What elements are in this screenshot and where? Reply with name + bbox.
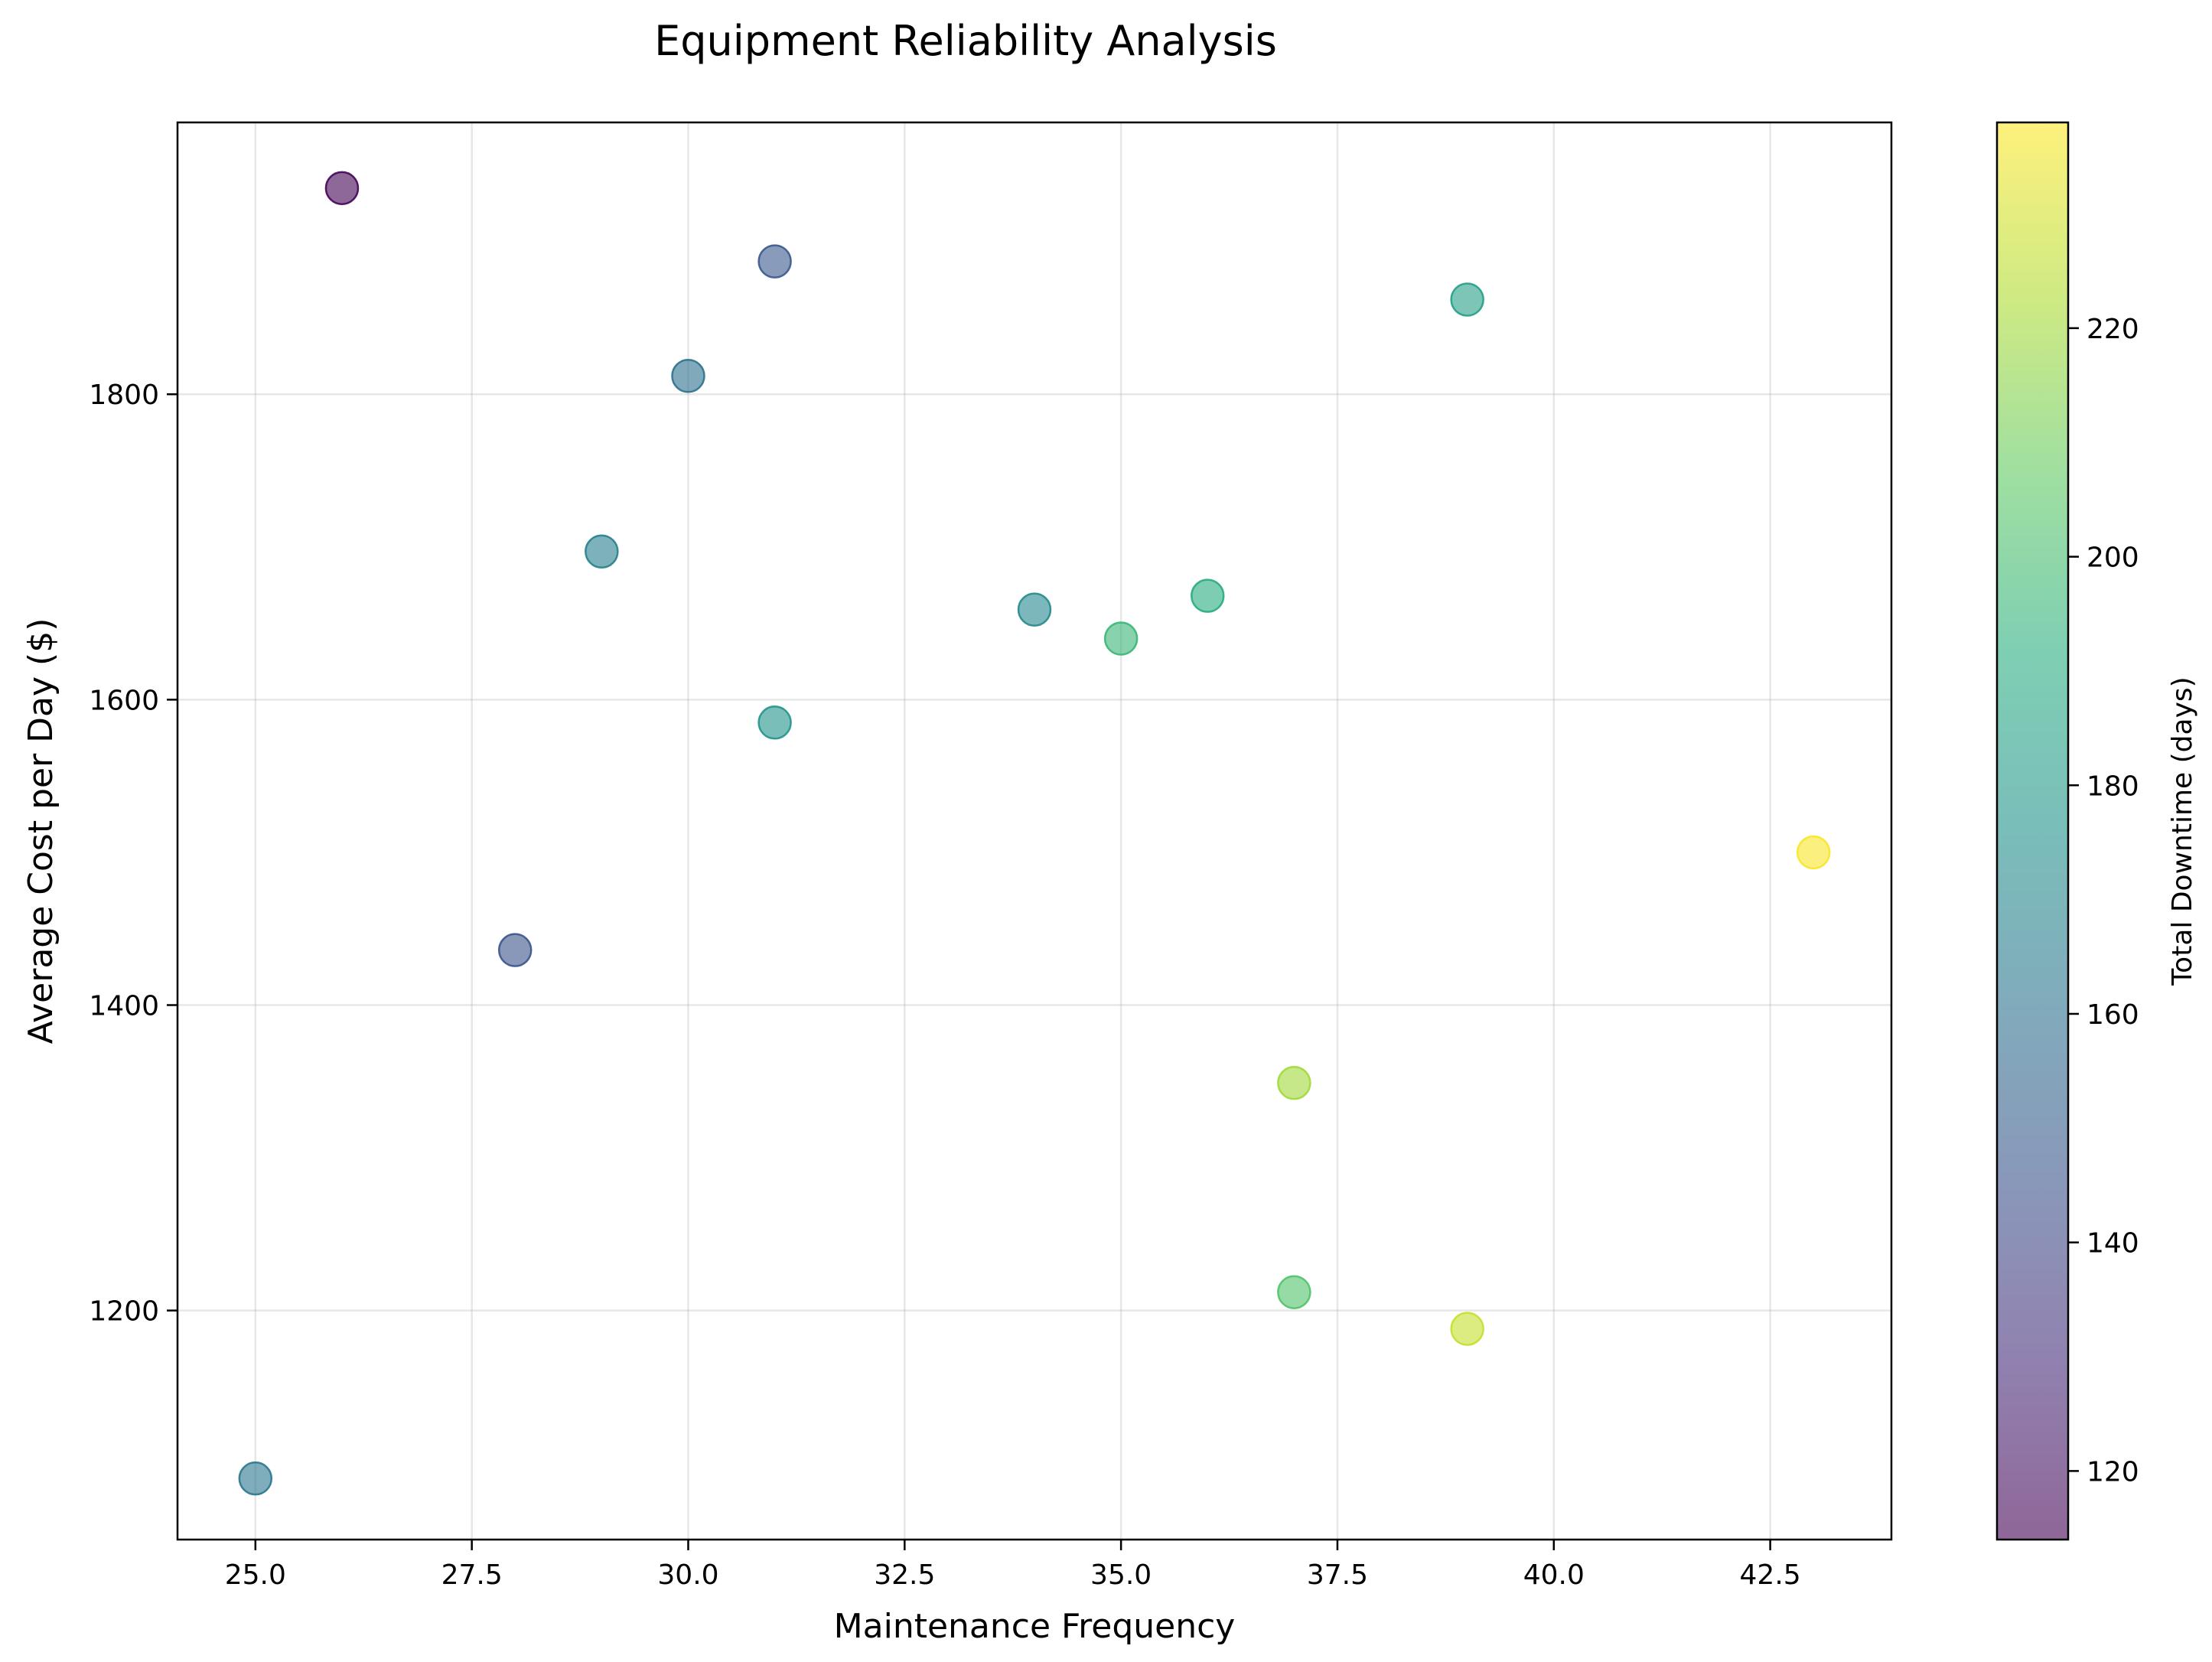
data-point	[757, 706, 792, 740]
data-point	[757, 244, 792, 279]
x-axis-label: Maintenance Frequency	[834, 1607, 1236, 1646]
data-point	[1450, 282, 1484, 317]
data-point	[585, 534, 619, 569]
colorbar-tick-label: 140	[2087, 1228, 2139, 1260]
data-point	[1103, 621, 1139, 656]
colorbar-tick-label: 160	[2087, 999, 2139, 1031]
data-point	[1277, 1275, 1311, 1309]
x-tick-label: 37.5	[1307, 1559, 1368, 1591]
y-tick-label: 1200	[89, 1296, 159, 1328]
y-tick-label: 1600	[89, 685, 159, 716]
data-points	[238, 171, 1831, 1496]
data-point	[1796, 835, 1831, 870]
data-point	[671, 359, 705, 393]
data-point	[1191, 578, 1225, 613]
plot-frame	[176, 121, 1893, 1541]
y-tick-label: 1800	[89, 380, 159, 411]
data-point	[1450, 1312, 1484, 1346]
x-axis-ticks: 25.0 27.5 30.0 32.5 35.0 37.5 40.0 42.5	[225, 1540, 1801, 1591]
x-tick-label: 27.5	[441, 1559, 503, 1591]
colorbar-label: Total Downtime (days)	[2167, 676, 2198, 986]
x-tick-label: 25.0	[225, 1559, 286, 1591]
colorbar-tick-label: 200	[2087, 543, 2139, 574]
x-tick-label: 32.5	[874, 1559, 935, 1591]
data-point	[497, 933, 533, 967]
x-tick-label: 30.0	[657, 1559, 718, 1591]
y-axis-ticks: 1200 1400 1600 1800	[89, 380, 178, 1328]
chart-title: Equipment Reliability Analysis	[654, 17, 1277, 65]
colorbar-ticks: 120 140 160 180 200 220	[2068, 314, 2139, 1488]
y-tick-label: 1400	[89, 991, 159, 1022]
data-point	[238, 1461, 273, 1496]
data-point	[324, 171, 360, 206]
colorbar-tick-label: 220	[2087, 314, 2139, 345]
x-tick-label: 40.0	[1523, 1559, 1585, 1591]
colorbar	[1995, 121, 2070, 1541]
x-tick-label: 35.0	[1090, 1559, 1152, 1591]
data-point	[1277, 1066, 1311, 1100]
grid-lines	[178, 122, 1891, 1540]
x-tick-label: 42.5	[1740, 1559, 1801, 1591]
data-point	[1017, 592, 1052, 627]
y-axis-label: Average Cost per Day ($)	[21, 618, 60, 1044]
colorbar-tick-label: 180	[2087, 771, 2139, 802]
colorbar-tick-label: 120	[2087, 1456, 2139, 1488]
